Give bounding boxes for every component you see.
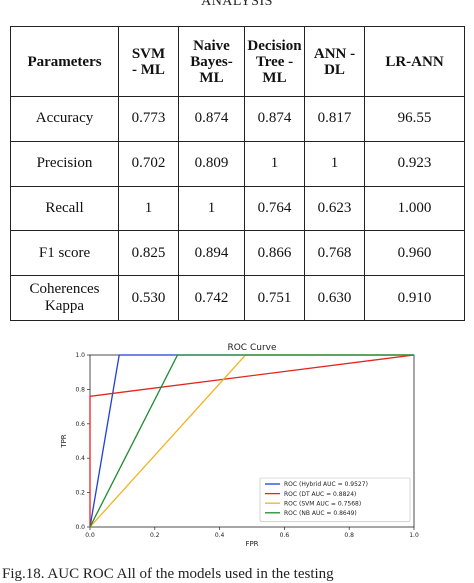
- table-row: Precision 0.702 0.809 1 1 0.923: [10, 140, 465, 187]
- chart-title: ROC Curve: [227, 343, 276, 353]
- table-cell: 0.702: [118, 140, 179, 187]
- table-row: Coherences Kappa 0.530 0.742 0.751 0.630…: [10, 275, 465, 321]
- header-svm: SVM - ML: [118, 26, 179, 97]
- x-tick-label: 0.0: [85, 532, 95, 539]
- row-label: F1 score: [10, 230, 119, 277]
- y-tick-label: 0.0: [75, 524, 85, 531]
- axis-ticks: 0.0 0.2 0.4 0.6 0.8 1.0 0.0 0.2 0.4 0.6 0.8 1.0: [75, 352, 418, 539]
- table-cell: 0.751: [244, 275, 305, 321]
- table-cell: 0.623: [304, 185, 365, 232]
- header-lr-ann: LR-ANN: [364, 26, 465, 97]
- row-label: Recall: [10, 185, 119, 232]
- x-tick-label: 0.6: [280, 532, 290, 539]
- roc-series-line-1: [89, 354, 415, 527]
- table-cell: 0.630: [304, 275, 365, 321]
- table-cell: 0.764: [244, 185, 305, 232]
- x-tick-label: 0.4: [215, 532, 225, 539]
- table-cell: 1: [118, 185, 179, 232]
- y-tick-label: 0.6: [75, 421, 85, 428]
- y-tick-label: 1.0: [75, 352, 85, 359]
- table-row: Accuracy 0.773 0.874 0.874 0.817 96.55: [10, 96, 465, 142]
- x-tick-label: 0.8: [344, 532, 354, 539]
- table-cell: 0.894: [178, 230, 245, 277]
- header-naive-bayes: Naive Bayes- ML: [178, 26, 245, 97]
- table-cell: 1: [304, 140, 365, 187]
- table-cell: 0.817: [304, 96, 365, 142]
- legend-label: ROC (DT AUC = 0.8824): [284, 491, 356, 498]
- table-cell: 1: [244, 140, 305, 187]
- legend-box: [259, 477, 411, 522]
- table-row: F1 score 0.825 0.894 0.866 0.768 0.960: [10, 230, 465, 277]
- roc-series-line-3: [89, 354, 414, 528]
- roc-lines: [89, 354, 415, 528]
- table-cell: 0.910: [364, 275, 465, 321]
- table-cell: 0.530: [118, 275, 179, 321]
- table-cell: 0.960: [364, 230, 465, 277]
- x-tick-label: 0.2: [150, 532, 160, 539]
- table-cell: 0.773: [118, 96, 179, 142]
- row-label: Accuracy: [10, 96, 119, 142]
- header-ann: ANN - DL: [304, 26, 365, 97]
- legend-label: ROC (SVM AUC = 0.7568): [284, 500, 361, 507]
- table-cell: 1.000: [364, 185, 465, 232]
- x-tick-label: 1.0: [409, 532, 419, 539]
- y-tick-label: 0.2: [75, 490, 85, 497]
- x-axis-label: FPR: [245, 540, 258, 548]
- table-cell: 0.923: [364, 140, 465, 187]
- row-label: Precision: [10, 140, 119, 187]
- table-cell: 0.874: [244, 96, 305, 142]
- results-table: Parameters SVM - ML Naive Bayes- ML Deci…: [10, 26, 465, 321]
- table-cell: 96.55: [364, 96, 465, 142]
- header-decision-tree: Decision Tree - ML: [244, 26, 305, 97]
- table-header-row: Parameters SVM - ML Naive Bayes- ML Deci…: [10, 26, 465, 97]
- table-cell: 1: [178, 185, 245, 232]
- figure-caption: Fig.18. AUC ROC All of the models used i…: [2, 566, 334, 582]
- table-row: Recall 1 1 0.764 0.623 1.000: [10, 185, 465, 232]
- roc-chart-svg: ROC Curve 0.0 0.2 0.4 0.6 0.8 1.0 0.0 0.2 0.4 0.6…: [60, 343, 419, 548]
- legend-label: ROC (Hybrid AUC = 0.9527): [284, 481, 368, 488]
- table-cell: 0.768: [304, 230, 365, 277]
- y-axis-label: TPR: [60, 434, 68, 448]
- chart-legend: ROC (Hybrid AUC = 0.9527) ROC (DT AUC = 0…: [259, 477, 411, 522]
- table-cell: 0.866: [244, 230, 305, 277]
- top-caption: ANALYSIS: [201, 0, 273, 9]
- table-cell: 0.809: [178, 140, 245, 187]
- table-cell: 0.742: [178, 275, 245, 321]
- y-tick-label: 0.4: [75, 455, 85, 462]
- roc-chart: ROC Curve 0.0 0.2 0.4 0.6 0.8 1.0 0.0 0.2 0.4 0.6…: [42, 336, 442, 558]
- table-cell: 0.874: [178, 96, 245, 142]
- legend-label: ROC (NB AUC = 0.8649): [284, 510, 357, 517]
- y-tick-label: 0.8: [75, 386, 85, 393]
- header-parameters: Parameters: [10, 26, 119, 97]
- row-label: Coherences Kappa: [10, 275, 119, 321]
- table-cell: 0.825: [118, 230, 179, 277]
